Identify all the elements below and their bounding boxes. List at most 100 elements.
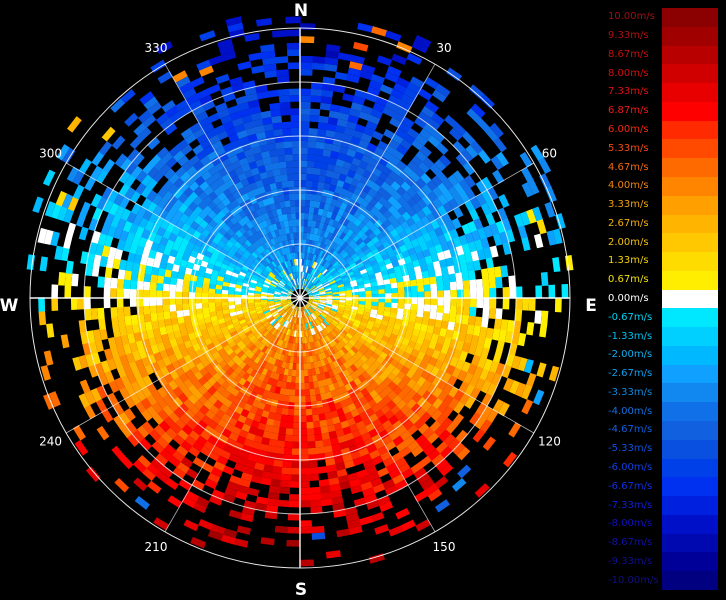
velocity-cell bbox=[259, 262, 267, 270]
velocity-cell bbox=[365, 465, 378, 476]
legend-label: -0.67m/s bbox=[608, 311, 653, 323]
velocity-cell bbox=[410, 303, 418, 311]
velocity-cell bbox=[449, 281, 457, 291]
velocity-cell bbox=[364, 262, 372, 269]
velocity-cell bbox=[287, 369, 293, 377]
velocity-cell bbox=[164, 122, 178, 136]
velocity-cell bbox=[493, 266, 502, 278]
velocity-cell bbox=[350, 136, 362, 146]
velocity-cell bbox=[100, 222, 111, 236]
velocity-cell bbox=[299, 415, 307, 423]
velocity-cell bbox=[281, 291, 288, 295]
velocity-cell bbox=[84, 390, 96, 405]
velocity-cell bbox=[243, 184, 253, 194]
velocity-cell bbox=[327, 324, 335, 331]
velocity-cell bbox=[425, 347, 435, 357]
velocity-cell bbox=[284, 361, 290, 370]
velocity-cell bbox=[345, 351, 353, 360]
velocity-cell bbox=[294, 199, 301, 207]
velocity-cell bbox=[177, 342, 187, 352]
velocity-cell bbox=[364, 493, 378, 504]
velocity-cell bbox=[207, 166, 219, 177]
velocity-cell bbox=[365, 294, 372, 299]
velocity-cell bbox=[316, 317, 322, 324]
velocity-cell bbox=[450, 298, 458, 307]
velocity-cell bbox=[243, 231, 251, 240]
velocity-cell bbox=[300, 68, 313, 76]
velocity-cell bbox=[141, 174, 153, 187]
velocity-cell bbox=[146, 405, 158, 418]
velocity-cell bbox=[58, 272, 66, 286]
velocity-cell bbox=[138, 236, 148, 248]
velocity-cell bbox=[164, 318, 172, 327]
velocity-cell bbox=[278, 241, 284, 250]
velocity-cell bbox=[266, 333, 274, 341]
velocity-cell bbox=[247, 351, 255, 360]
velocity-cell bbox=[320, 195, 328, 204]
velocity-cell bbox=[327, 276, 335, 282]
velocity-cell bbox=[468, 315, 476, 327]
velocity-cell bbox=[264, 241, 271, 249]
velocity-cell bbox=[317, 305, 324, 310]
velocity-cell bbox=[394, 127, 408, 140]
velocity-cell bbox=[257, 365, 265, 374]
velocity-cell bbox=[108, 202, 120, 216]
velocity-cell bbox=[303, 310, 307, 317]
velocity-cell bbox=[247, 268, 255, 275]
velocity-cell bbox=[312, 354, 317, 363]
velocity-cell bbox=[326, 356, 333, 364]
velocity-cell bbox=[388, 430, 401, 441]
velocity-cell bbox=[267, 315, 274, 322]
velocity-cell bbox=[406, 398, 417, 410]
velocity-cell bbox=[378, 171, 389, 182]
velocity-cell bbox=[314, 387, 321, 396]
velocity-cell bbox=[144, 220, 155, 232]
velocity-cell bbox=[142, 289, 150, 298]
velocity-cell bbox=[321, 268, 328, 275]
velocity-cell bbox=[265, 314, 273, 320]
velocity-cell bbox=[306, 259, 311, 267]
legend-swatch bbox=[662, 533, 718, 553]
velocity-cell bbox=[256, 256, 264, 263]
velocity-cell bbox=[328, 430, 338, 439]
velocity-cell bbox=[301, 310, 304, 318]
velocity-cell bbox=[310, 286, 317, 291]
velocity-cell bbox=[320, 491, 332, 500]
velocity-cell bbox=[282, 374, 288, 383]
velocity-cell bbox=[278, 95, 291, 103]
velocity-cell bbox=[282, 134, 293, 142]
velocity-cell bbox=[249, 181, 259, 191]
velocity-cell bbox=[416, 251, 425, 260]
velocity-cell bbox=[372, 359, 382, 369]
velocity-cell bbox=[349, 262, 357, 269]
legend-swatch bbox=[662, 252, 718, 272]
velocity-cell bbox=[236, 350, 245, 359]
velocity-cell bbox=[261, 243, 269, 251]
velocity-cell bbox=[215, 177, 226, 187]
velocity-cell bbox=[286, 267, 291, 275]
velocity-cell bbox=[291, 316, 295, 324]
velocity-cell bbox=[186, 261, 195, 270]
velocity-cell bbox=[195, 111, 209, 123]
velocity-cell bbox=[301, 324, 304, 331]
velocity-cell bbox=[491, 373, 502, 387]
velocity-cell bbox=[290, 336, 294, 344]
velocity-cell bbox=[434, 476, 449, 489]
velocity-cell bbox=[335, 158, 345, 168]
velocity-cell bbox=[321, 155, 331, 164]
velocity-cell bbox=[371, 301, 379, 307]
velocity-cell bbox=[393, 265, 402, 273]
velocity-cell bbox=[378, 156, 390, 167]
velocity-cell bbox=[280, 381, 287, 389]
velocity-cell bbox=[178, 202, 189, 214]
velocity-cell bbox=[424, 298, 431, 306]
velocity-cell bbox=[248, 286, 256, 291]
velocity-cell bbox=[193, 127, 206, 139]
velocity-cell bbox=[336, 341, 344, 349]
velocity-cell bbox=[262, 464, 274, 473]
velocity-cell bbox=[315, 309, 322, 315]
velocity-cell bbox=[196, 313, 204, 320]
velocity-cell bbox=[205, 267, 213, 275]
velocity-cell bbox=[287, 260, 292, 267]
velocity-cell bbox=[238, 210, 247, 219]
